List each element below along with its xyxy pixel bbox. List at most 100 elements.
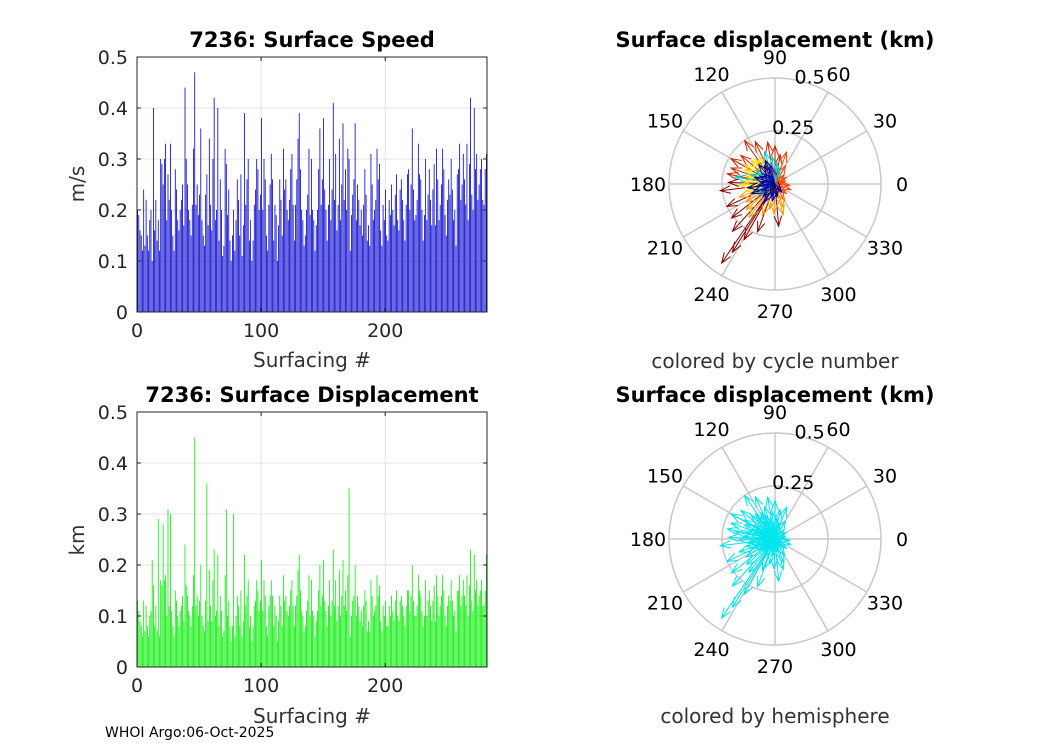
displacement-bar [296, 595, 298, 667]
speed-bar [360, 210, 362, 312]
polar-cycle-vector [751, 183, 776, 194]
speed-bar [227, 215, 228, 312]
speed-bar [247, 159, 249, 312]
displacement-bar [307, 600, 309, 667]
polar-hemisphere-arrowhead [757, 575, 766, 589]
displacement-bar [200, 565, 202, 667]
polar-hemisphere-arrowhead [763, 505, 772, 518]
displacement-bar [329, 580, 331, 667]
polar-hemisphere-arrowhead [772, 536, 783, 549]
speed-bar [343, 199, 345, 312]
speed-bar [386, 235, 388, 312]
speed-bar [302, 220, 304, 312]
displacement-bar [171, 610, 173, 667]
speed-bar [284, 189, 286, 312]
polar-hemisphere-vector [758, 519, 776, 540]
speed-bar [182, 184, 183, 312]
speed-bar [444, 215, 446, 312]
displacement-bar [176, 600, 177, 667]
displacement-bar [236, 595, 238, 667]
displacement-bar [324, 600, 326, 667]
displacement-bar [206, 483, 208, 667]
polar-cycle-caption: colored by cycle number [651, 349, 899, 373]
speed-bar [371, 184, 373, 312]
displacement-bar [408, 590, 410, 667]
displacement-bar [464, 595, 465, 667]
displacement-bar [328, 605, 329, 667]
displacement-bar [295, 605, 296, 667]
displacement-bar [241, 636, 243, 667]
speed-bar [267, 250, 269, 312]
speed-bar [419, 174, 420, 312]
speed-bar [266, 235, 267, 312]
speed-bar [268, 204, 270, 312]
displacement-bar [385, 600, 386, 667]
speed-bar [272, 179, 273, 312]
polar-hemisphere-arrowhead [725, 526, 739, 536]
displacement-bar [439, 605, 441, 667]
speed-bar [351, 215, 352, 312]
speed-bar [315, 225, 317, 312]
speed-bar [296, 179, 298, 312]
speed-bar [280, 199, 282, 312]
displacement-bar [377, 595, 379, 667]
speed-bar [431, 225, 433, 312]
speed-bar [140, 235, 142, 312]
polar-cycle-arrowhead [747, 206, 759, 219]
polar-hemisphere-vector [774, 538, 790, 541]
polar-cycle-vector [774, 183, 778, 197]
displacement-bar [187, 595, 188, 667]
displacement-bar [250, 616, 252, 667]
polar-hemisphere-vector [774, 522, 780, 540]
speed-bar [189, 220, 191, 312]
speed-bar [389, 215, 391, 312]
displacement-bar [274, 605, 276, 667]
displacement-bar [483, 605, 485, 667]
speed-bar [393, 225, 395, 312]
speed-bar [475, 169, 476, 312]
displacement-bar [456, 590, 458, 667]
polar-hemisphere-radial-label: 0.25 [772, 472, 814, 494]
polar-cycle-arrowhead [771, 185, 780, 198]
speed-bar [445, 235, 447, 312]
displacement-bar [151, 559, 153, 667]
speed-bar [205, 194, 207, 312]
polar-hemisphere-arrowhead [770, 540, 779, 553]
speed-bar [274, 204, 276, 312]
polar-cycle-angle-label: 120 [693, 64, 729, 86]
speed-bar [381, 245, 383, 312]
speed-bar [317, 210, 318, 312]
speed-bar [428, 169, 430, 312]
displacement-axes-box [136, 411, 488, 668]
polar-hemisphere-vector [754, 531, 776, 540]
speed-bar [372, 220, 374, 312]
speed-bar [184, 87, 186, 312]
displacement-bar [448, 595, 450, 667]
polar-cycle-vector [754, 176, 776, 185]
displacement-bar [437, 595, 439, 667]
polar-cycle-vector [747, 183, 776, 189]
speed-bar [185, 159, 187, 312]
displacement-bar [160, 580, 162, 667]
displacement-bar [143, 600, 145, 667]
polar-cycle-angle-label: 300 [820, 284, 856, 306]
speed-bar [382, 204, 384, 312]
displacement-bar [172, 626, 174, 667]
speed-bar [261, 118, 262, 312]
speed-bar [166, 220, 168, 312]
speed-bar [397, 220, 399, 312]
speed-bar [349, 250, 351, 312]
displacement-bar [228, 600, 230, 667]
speed-bar [387, 240, 389, 312]
speed-bar [190, 235, 192, 312]
displacement-bar [145, 605, 147, 667]
polar-cycle-arrowhead [743, 228, 753, 241]
speed-bar [341, 184, 343, 312]
displacement-bar [433, 585, 435, 667]
displacement-bar [179, 610, 181, 667]
displacement-bar [291, 580, 293, 667]
speed-bar [410, 184, 412, 312]
speed-bar [398, 230, 400, 312]
polar-cycle-arrowhead [743, 164, 756, 174]
